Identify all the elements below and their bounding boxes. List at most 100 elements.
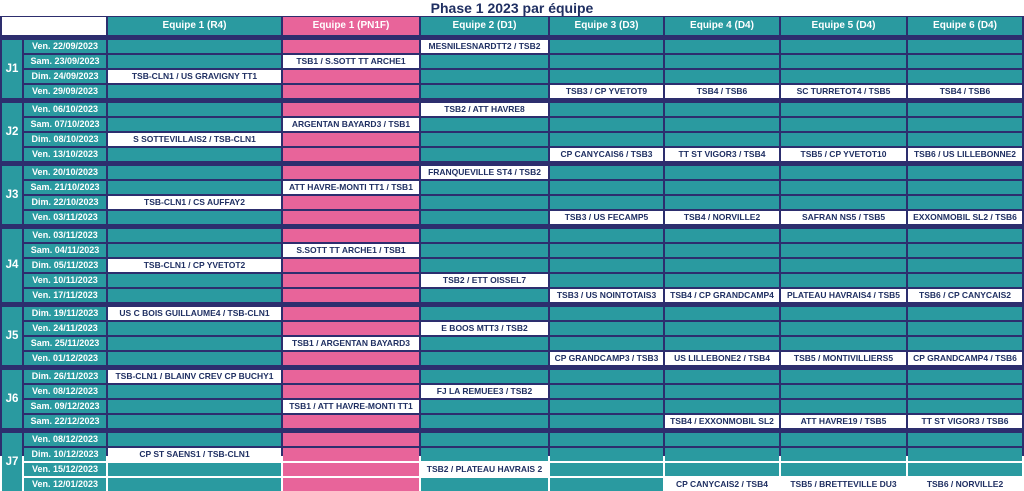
- match-date: Ven. 10/11/2023: [24, 274, 106, 287]
- match-date: Sam. 04/11/2023: [24, 244, 106, 257]
- match-cell: CP CANYCAIS6 / TSB3: [550, 148, 663, 161]
- empty-cell: [283, 133, 419, 146]
- empty-cell: [283, 40, 419, 53]
- empty-cell: [108, 166, 281, 179]
- match-cell: EXXONMOBIL SL2 / TSB6: [908, 211, 1022, 224]
- empty-cell: [283, 148, 419, 161]
- empty-cell: [665, 370, 779, 383]
- empty-cell: [108, 118, 281, 131]
- empty-cell: [108, 181, 281, 194]
- match-date: Dim. 19/11/2023: [24, 307, 106, 320]
- empty-cell: [108, 385, 281, 398]
- page-title: Phase 1 2023 par équipe: [430, 0, 594, 16]
- empty-cell: [781, 70, 906, 83]
- empty-cell: [421, 259, 548, 272]
- match-cell: TSB1 / ARGENTAN BAYARD3: [283, 337, 419, 350]
- match-cell: TSB4 / CP GRANDCAMP4: [665, 289, 779, 302]
- match-cell: US C BOIS GUILLAUME4 / TSB-CLN1: [108, 307, 281, 320]
- empty-cell: [108, 289, 281, 302]
- empty-cell: [550, 133, 663, 146]
- match-date: Dim. 08/10/2023: [24, 133, 106, 146]
- match-cell: TSB3 / US FECAMP5: [550, 211, 663, 224]
- empty-cell: [908, 55, 1022, 68]
- round-label: J6: [2, 370, 22, 428]
- match-cell: TSB-CLN1 / CP YVETOT2: [108, 259, 281, 272]
- match-cell: TSB4 / TSB6: [908, 85, 1022, 98]
- empty-cell: [550, 259, 663, 272]
- column-header: Equipe 1 (PN1F): [283, 17, 419, 35]
- empty-cell: [283, 289, 419, 302]
- match-date: Ven. 01/12/2023: [24, 352, 106, 365]
- empty-cell: [781, 370, 906, 383]
- empty-cell: [283, 229, 419, 242]
- round-label: J4: [2, 229, 22, 302]
- empty-cell: [283, 352, 419, 365]
- match-cell: TSB4 / TSB6: [665, 85, 779, 98]
- empty-cell: [283, 70, 419, 83]
- empty-cell: [421, 433, 548, 446]
- empty-cell: [550, 433, 663, 446]
- empty-cell: [908, 244, 1022, 257]
- match-cell: TSB5 / BRETTEVILLE DU3: [781, 478, 906, 491]
- column-header: Equipe 5 (D4): [781, 17, 906, 35]
- match-cell: TSB4 / NORVILLE2: [665, 211, 779, 224]
- empty-cell: [421, 148, 548, 161]
- empty-cell: [108, 433, 281, 446]
- empty-cell: [550, 400, 663, 413]
- match-cell: US LILLEBONE2 / TSB4: [665, 352, 779, 365]
- empty-cell: [665, 322, 779, 335]
- empty-cell: [421, 337, 548, 350]
- match-cell: SAFRAN NS5 / TSB5: [781, 211, 906, 224]
- empty-cell: [550, 40, 663, 53]
- empty-cell: [108, 478, 281, 491]
- empty-cell: [908, 337, 1022, 350]
- empty-cell: [781, 448, 906, 461]
- empty-cell: [908, 181, 1022, 194]
- match-cell: S SOTTEVILLAIS2 / TSB-CLN1: [108, 133, 281, 146]
- empty-cell: [108, 103, 281, 116]
- match-cell: TSB4 / EXXONMOBIL SL2: [665, 415, 779, 428]
- empty-cell: [421, 289, 548, 302]
- empty-cell: [550, 448, 663, 461]
- empty-cell: [908, 40, 1022, 53]
- empty-cell: [781, 133, 906, 146]
- match-cell: TSB6 / US LILLEBONNE2: [908, 148, 1022, 161]
- empty-cell: [781, 40, 906, 53]
- empty-cell: [781, 385, 906, 398]
- empty-cell: [665, 463, 779, 476]
- match-cell: TSB-CLN1 / CS AUFFAY2: [108, 196, 281, 209]
- empty-cell: [108, 463, 281, 476]
- empty-cell: [283, 103, 419, 116]
- empty-cell: [665, 166, 779, 179]
- match-date: Sam. 22/12/2023: [24, 415, 106, 428]
- empty-cell: [550, 274, 663, 287]
- empty-cell: [781, 307, 906, 320]
- match-date: Ven. 22/09/2023: [24, 40, 106, 53]
- empty-cell: [421, 229, 548, 242]
- empty-cell: [283, 433, 419, 446]
- empty-cell: [550, 370, 663, 383]
- match-cell: TSB2 / ATT HAVRE8: [421, 103, 548, 116]
- empty-cell: [283, 196, 419, 209]
- empty-cell: [908, 433, 1022, 446]
- empty-cell: [908, 463, 1022, 476]
- empty-cell: [421, 448, 548, 461]
- empty-cell: [665, 229, 779, 242]
- empty-cell: [665, 196, 779, 209]
- empty-cell: [665, 181, 779, 194]
- empty-cell: [550, 337, 663, 350]
- empty-cell: [908, 166, 1022, 179]
- match-cell: TSB6 / NORVILLE2: [908, 478, 1022, 491]
- empty-cell: [908, 370, 1022, 383]
- match-date: Dim. 10/12/2023: [24, 448, 106, 461]
- empty-cell: [108, 415, 281, 428]
- match-cell: TSB1 / S.SOTT TT ARCHE1: [283, 55, 419, 68]
- empty-cell: [908, 259, 1022, 272]
- empty-cell: [550, 118, 663, 131]
- empty-cell: [665, 337, 779, 350]
- empty-cell: [908, 385, 1022, 398]
- empty-cell: [550, 55, 663, 68]
- match-cell: CP GRANDCAMP3 / TSB3: [550, 352, 663, 365]
- empty-cell: [781, 229, 906, 242]
- empty-cell: [781, 103, 906, 116]
